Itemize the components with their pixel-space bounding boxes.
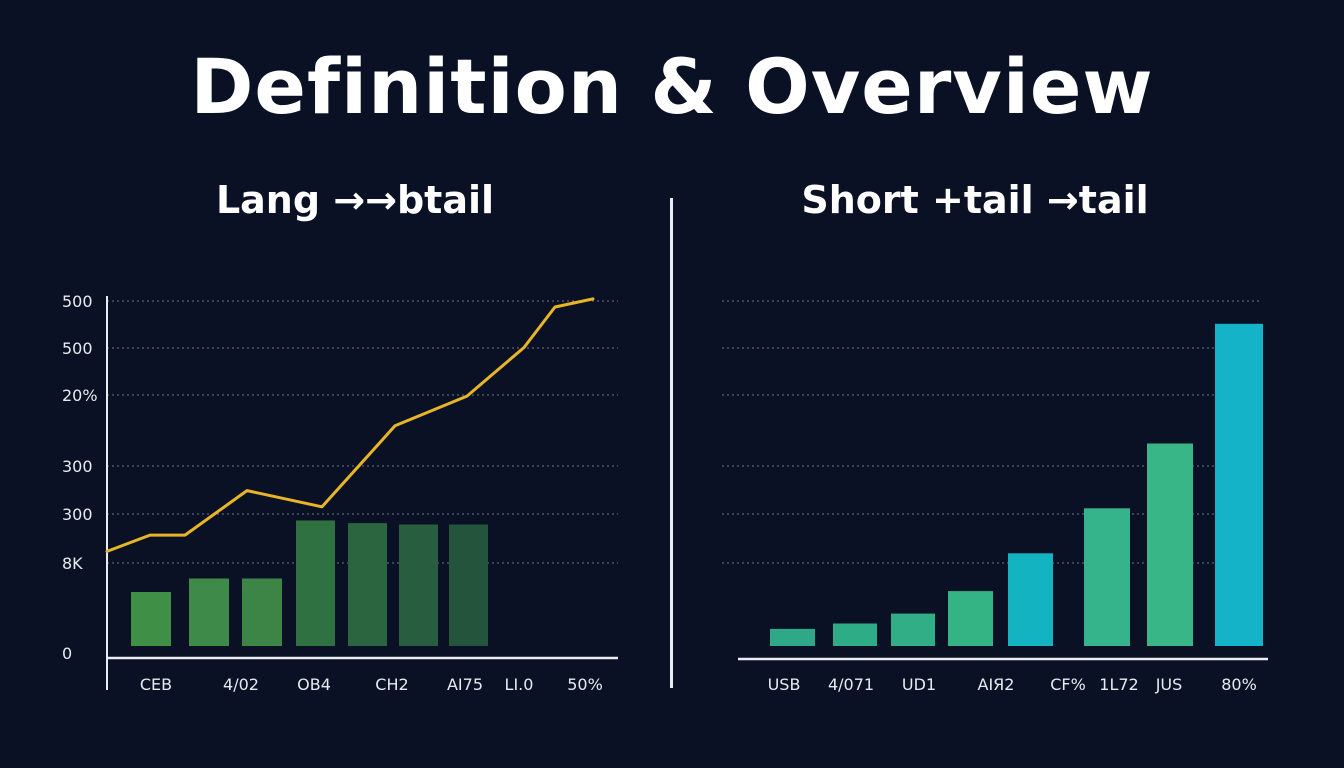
right-bar	[833, 623, 877, 646]
right-x-tick-label: CF%	[1050, 675, 1086, 694]
left-y-tick-label: 500	[62, 292, 93, 311]
left-bar	[399, 524, 438, 646]
left-bar	[296, 520, 335, 646]
left-bar	[242, 578, 282, 646]
left-y-tick-label: 300	[62, 505, 93, 524]
left-bar	[131, 592, 171, 646]
page-title: Definition & Overview	[190, 42, 1154, 131]
left-bar	[189, 578, 229, 646]
right-bar	[891, 613, 935, 646]
right-bar	[1084, 508, 1130, 646]
left-y-tick-label: 300	[62, 457, 93, 476]
right-x-tick-label: AIЯ2	[978, 675, 1015, 694]
left-y-tick-label: 20%	[62, 386, 98, 405]
left-bar	[348, 523, 387, 646]
left-x-tick-label: AI75	[447, 675, 483, 694]
left-y-tick-label: 0	[62, 644, 72, 663]
left-x-tick-label: OB4	[297, 675, 331, 694]
left-y-tick-label: 500	[62, 339, 93, 358]
right-x-tick-label: JUS	[1155, 675, 1183, 694]
right-x-tick-label: 80%	[1221, 675, 1257, 694]
right-x-tick-label: USB	[768, 675, 801, 694]
right-bar	[948, 591, 993, 646]
panel-divider	[670, 198, 673, 688]
right-x-tick-label: 4/071	[828, 675, 874, 694]
right-bar	[1147, 443, 1193, 646]
left-bar	[449, 524, 488, 646]
right-bar	[1215, 323, 1263, 646]
left-x-tick-label: CEB	[140, 675, 172, 694]
right-chart-title: Short +tail →tail	[801, 178, 1149, 222]
left-x-tick-label: 4/02	[223, 675, 259, 694]
right-x-tick-label: 1L72	[1099, 675, 1138, 694]
left-x-tick-label: LI.0	[505, 675, 534, 694]
left-chart-title: Lang →→btail	[215, 178, 495, 222]
left-x-tick-label: CH2	[375, 675, 408, 694]
left-series-line	[105, 297, 595, 553]
right-x-tick-label: UD1	[902, 675, 936, 694]
left-y-tick-label: 8K	[62, 554, 83, 573]
left-x-tick-label: 50%	[567, 675, 603, 694]
right-bar	[770, 628, 815, 646]
right-bar	[1008, 553, 1053, 646]
